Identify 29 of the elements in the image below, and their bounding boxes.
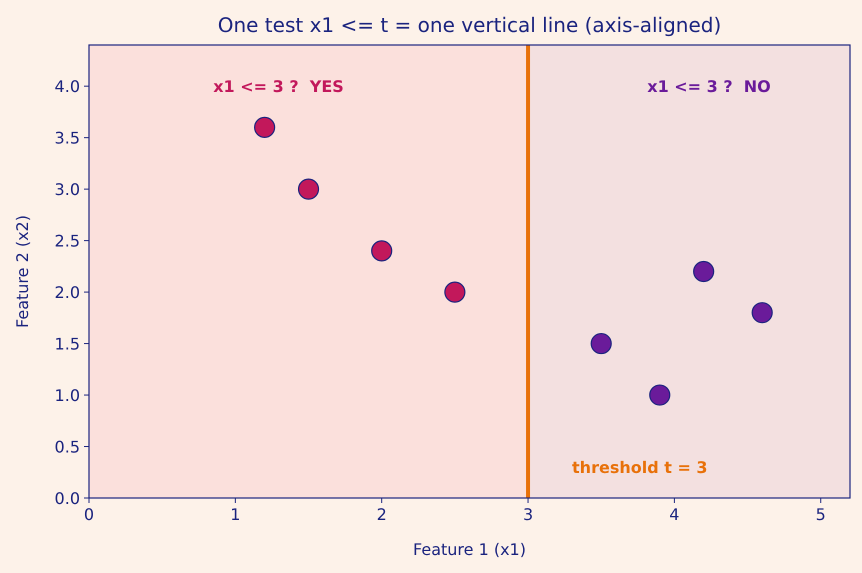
- point: [693, 260, 714, 282]
- point: [444, 281, 466, 303]
- ref-line-label: threshold t = 3: [572, 458, 708, 478]
- y-tick-label: 1.5: [54, 334, 80, 354]
- x-tick-label: 4: [669, 505, 680, 524]
- point: [590, 332, 612, 354]
- point: [752, 302, 773, 324]
- chart-title: One test x1 <= t = one vertical line (axis-aligned): [218, 13, 722, 37]
- band-label: x1 <= 3 ? NO: [647, 77, 771, 96]
- y-tick-label: 0.5: [54, 438, 80, 457]
- point: [371, 240, 392, 262]
- y-tick-label: 3.0: [54, 180, 80, 200]
- band-label: x1 <= 3 ? YES: [213, 77, 344, 96]
- point: [649, 384, 670, 406]
- y-tick-label: 2.5: [54, 232, 80, 251]
- x-tick-label: 0: [84, 505, 94, 524]
- x-tick-label: 2: [376, 505, 387, 524]
- point: [254, 116, 276, 138]
- x-tick-label: 1: [230, 505, 240, 524]
- y-tick-label: 0.0: [54, 489, 80, 508]
- x-axis-title: Feature 1 (x1): [413, 540, 526, 559]
- y-tick-label: 1.0: [54, 386, 80, 406]
- y-axis-title: Feature 2 (x2): [13, 215, 32, 328]
- point: [298, 178, 320, 200]
- x-tick-label: 3: [522, 505, 534, 524]
- x-tick-label: 5: [816, 505, 826, 524]
- y-tick-label: 4.0: [54, 77, 80, 96]
- y-tick-label: 3.5: [54, 128, 80, 148]
- y-tick-label: 2.0: [54, 283, 80, 302]
